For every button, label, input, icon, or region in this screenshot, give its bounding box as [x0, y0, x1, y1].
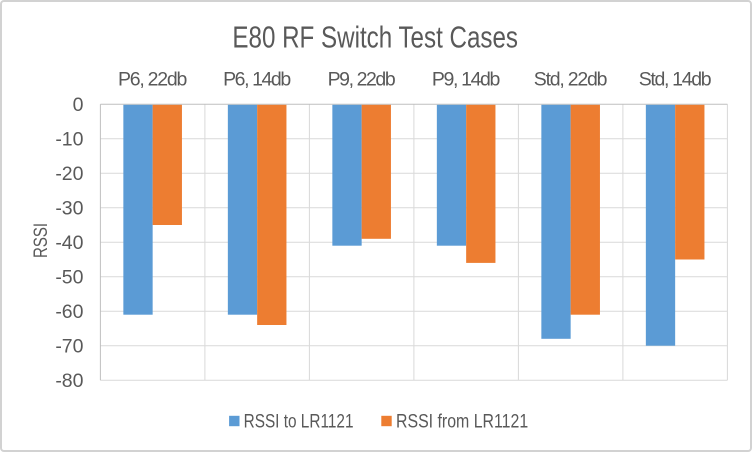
- svg-text:P6, 14db: P6, 14db: [223, 69, 291, 91]
- svg-text:-50: -50: [55, 267, 83, 289]
- svg-text:-30: -30: [55, 198, 83, 220]
- svg-text:-40: -40: [55, 232, 83, 254]
- svg-text:Std, 22db: Std, 22db: [534, 69, 608, 91]
- svg-text:P6, 22db: P6, 22db: [118, 69, 187, 91]
- svg-text:-10: -10: [55, 129, 83, 151]
- svg-text:-70: -70: [55, 336, 83, 358]
- svg-text:RSSI to LR1121: RSSI to LR1121: [244, 410, 354, 432]
- svg-text:-80: -80: [55, 370, 83, 392]
- svg-text:RSSI: RSSI: [30, 223, 52, 258]
- svg-text:RSSI from LR1121: RSSI from LR1121: [396, 410, 528, 432]
- svg-text:Std, 14db: Std, 14db: [639, 69, 712, 91]
- svg-text:-20: -20: [55, 163, 83, 185]
- svg-text:P9, 22db: P9, 22db: [328, 69, 396, 91]
- svg-text:E80 RF Switch Test Cases: E80 RF Switch Test Cases: [232, 20, 518, 55]
- svg-text:P9, 14db: P9, 14db: [432, 69, 501, 91]
- svg-text:0: 0: [73, 94, 84, 116]
- svg-text:-60: -60: [55, 301, 83, 323]
